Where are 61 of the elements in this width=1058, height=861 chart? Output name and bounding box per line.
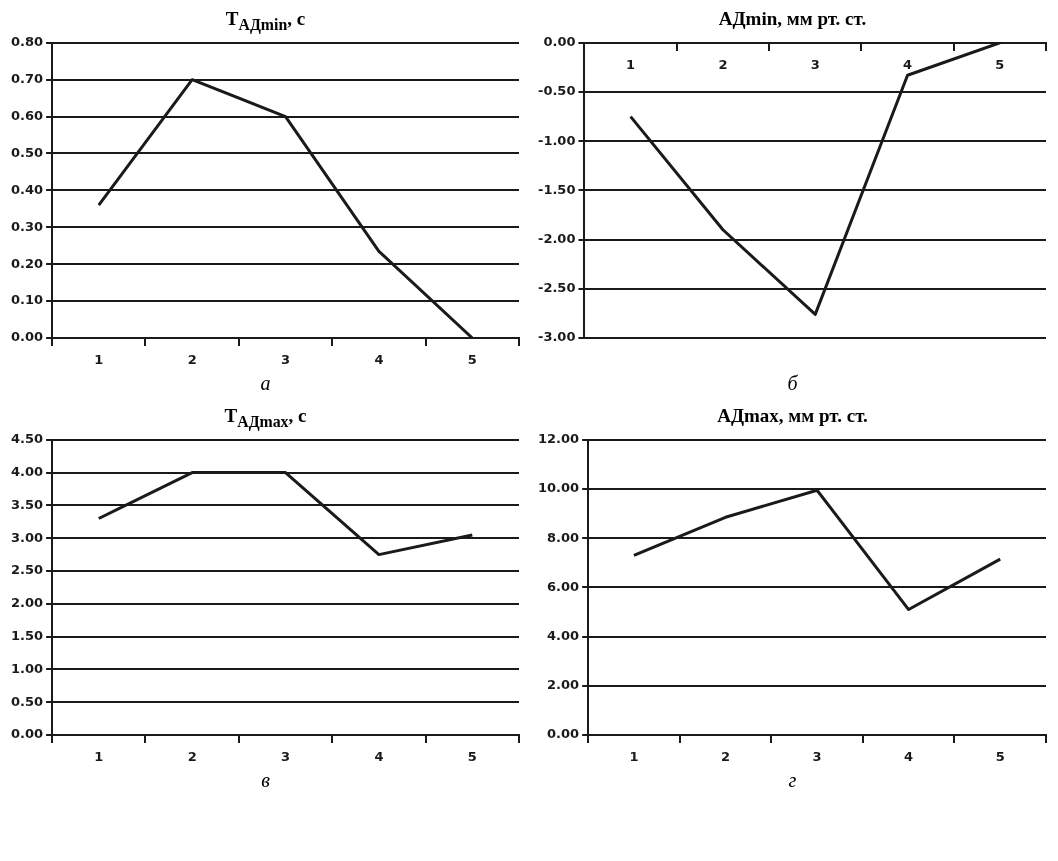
x-tick-label: 2 [187, 352, 197, 368]
y-tick-label: 0.50 [11, 693, 44, 709]
y-tick-label: 2.50 [11, 562, 44, 578]
y-tick-label: -1.00 [537, 132, 576, 148]
y-tick-label: 3.50 [11, 496, 44, 512]
x-tick-label: 2 [720, 749, 731, 765]
y-tick-label: 3.00 [11, 529, 44, 545]
y-tick-label: 0.00 [543, 34, 576, 50]
x-tick-label: 3 [281, 352, 291, 368]
chart-title: T$_{АДmax}$, с [223, 405, 308, 430]
y-tick-label: -2.50 [537, 280, 576, 296]
text: б [786, 372, 799, 395]
y-tick-label: 2.00 [547, 677, 580, 693]
x-tick-label: 1 [629, 749, 639, 765]
x-tick-label: 5 [995, 749, 1005, 765]
chart-title: АДmin, мм рт. ст. [717, 8, 868, 31]
y-tick-label: 0.30 [11, 218, 44, 234]
y-tick-label: 0.70 [11, 71, 44, 87]
y-tick-label: 4.00 [11, 463, 44, 479]
y-tick-label: 1.50 [11, 627, 44, 643]
x-tick-label: 1 [94, 352, 104, 368]
text: в [260, 769, 271, 792]
y-tick-label: 8.00 [547, 529, 580, 545]
y-tick-label: 10.00 [538, 480, 580, 496]
y-tick-label: 0.10 [11, 292, 44, 308]
y-tick-label: 1.00 [11, 660, 44, 676]
x-tick-label: 2 [718, 56, 728, 72]
y-tick-label: -0.50 [537, 83, 576, 99]
x-tick-label: 3 [812, 749, 822, 765]
chart-title: T$_{АДmin}$, с [224, 8, 307, 33]
x-tick-label: 4 [904, 749, 914, 765]
x-tick-label: 4 [903, 56, 913, 72]
x-tick-label: 3 [281, 749, 291, 765]
y-tick-label: 0.60 [11, 107, 44, 123]
x-tick-label: 5 [467, 352, 477, 368]
y-tick-label: 6.00 [547, 578, 580, 594]
y-tick-label: 0.00 [547, 726, 580, 742]
text: г [787, 769, 798, 792]
x-tick-label: 4 [374, 352, 384, 368]
text: а [259, 372, 272, 395]
y-tick-label: 4.00 [547, 627, 580, 643]
y-tick-label: -2.00 [537, 230, 576, 246]
x-tick-label: 3 [810, 56, 820, 72]
x-tick-label: 4 [374, 749, 384, 765]
y-tick-label: 0.40 [11, 181, 44, 197]
x-tick-label: 1 [94, 749, 104, 765]
x-tick-label: 1 [626, 56, 636, 72]
y-tick-label: 0.20 [11, 255, 44, 271]
x-tick-label: 5 [995, 56, 1005, 72]
y-tick-label: 4.50 [11, 431, 44, 447]
y-tick-label: 12.00 [538, 431, 580, 447]
x-tick-label: 5 [467, 749, 477, 765]
y-tick-label: 0.80 [11, 34, 44, 50]
y-tick-label: -1.50 [537, 181, 576, 197]
x-tick-label: 2 [187, 749, 197, 765]
chart-title: АДmax, мм рт. ст. [716, 405, 869, 428]
y-tick-label: 0.50 [11, 144, 44, 160]
y-tick-label: 0.00 [11, 726, 44, 742]
y-tick-label: -3.00 [537, 329, 576, 345]
y-tick-label: 0.00 [11, 329, 44, 345]
y-tick-label: 2.00 [11, 595, 44, 611]
